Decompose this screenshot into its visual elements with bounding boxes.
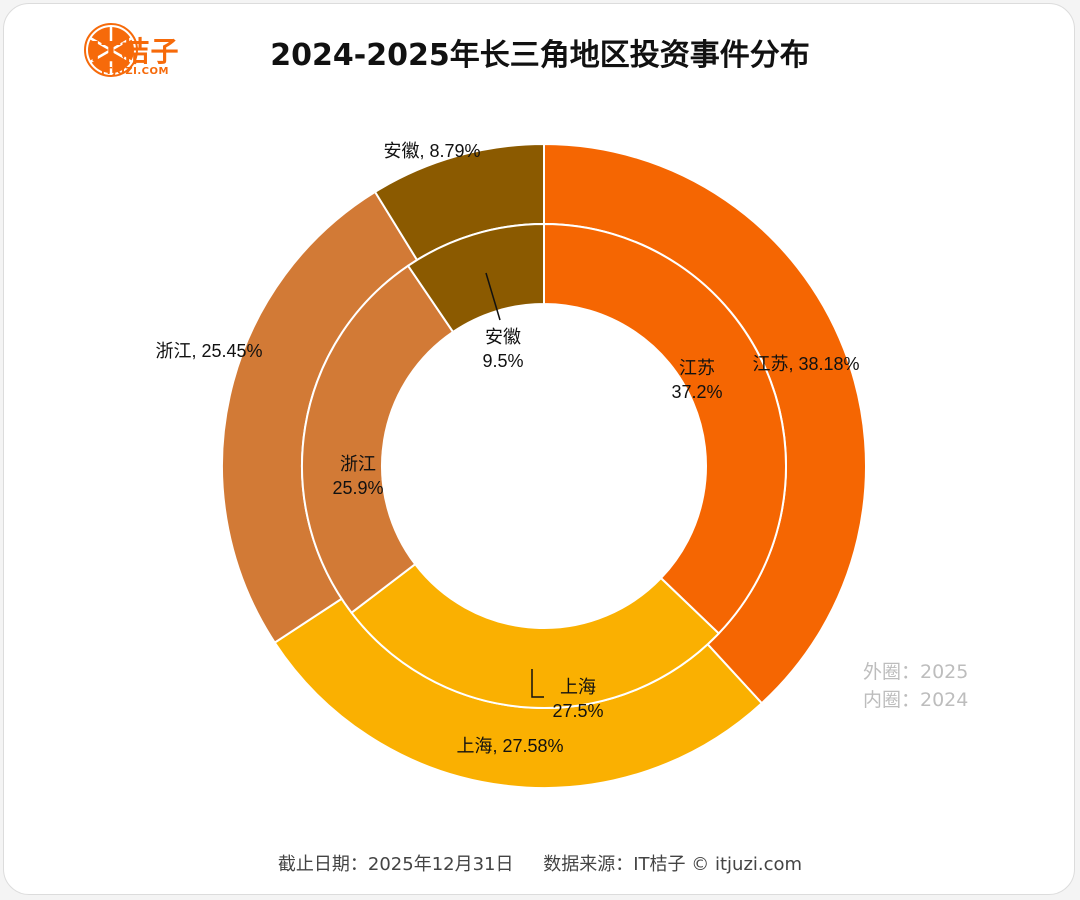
legend-outer-ring: 外圈：2025	[863, 661, 969, 683]
chart-title: 2024-2025年长三角地区投资事件分布	[270, 38, 810, 73]
slice-labels: 江苏, 38.18% 上海, 27.58% 浙江, 25.45% 安徽, 8.79% 江…	[155, 141, 859, 756]
inner-label-name-2: 浙江	[340, 454, 376, 474]
logo-text: IT桔子	[90, 35, 180, 68]
leader-line-anhui	[485, 272, 501, 321]
inner-label-name-3: 安徽	[485, 327, 521, 347]
footer-cutoff-date: 截止日期：2025年12月31日	[277, 854, 514, 875]
legend-inner-ring: 内圈：2024	[863, 689, 969, 711]
inner-slice-1	[350, 562, 721, 709]
inner-label-name-0: 江苏	[679, 358, 715, 378]
inner-slice-2	[301, 264, 455, 615]
inner-ring-2024	[301, 222, 787, 709]
leader-line-shanghai	[531, 669, 544, 698]
inner-label-name-1: 上海	[560, 677, 596, 697]
ring-legend: 外圈：2025 内圈：2024	[863, 658, 968, 714]
outer-label-1: 上海, 27.58%	[456, 736, 563, 756]
outer-label-3: 安徽, 8.79%	[383, 141, 480, 161]
footer: 截止日期：2025年12月31日 数据来源：IT桔子 © itjuzi.com	[0, 850, 1080, 876]
outer-label-2: 浙江, 25.45%	[155, 341, 262, 361]
inner-label-value-3: 9.5%	[482, 351, 523, 371]
inner-label-value-0: 37.2%	[671, 382, 722, 402]
inner-slice-0	[543, 222, 787, 635]
logo-subtext: ITJUZI.COM	[101, 66, 169, 77]
outer-label-0: 江苏, 38.18%	[752, 354, 859, 374]
logo-icon	[84, 23, 138, 77]
inner-slice-3	[406, 222, 545, 334]
footer-data-source: 数据来源：IT桔子 © itjuzi.com	[543, 854, 803, 875]
inner-label-value-2: 25.9%	[332, 478, 383, 498]
inner-label-value-1: 27.5%	[552, 701, 603, 721]
